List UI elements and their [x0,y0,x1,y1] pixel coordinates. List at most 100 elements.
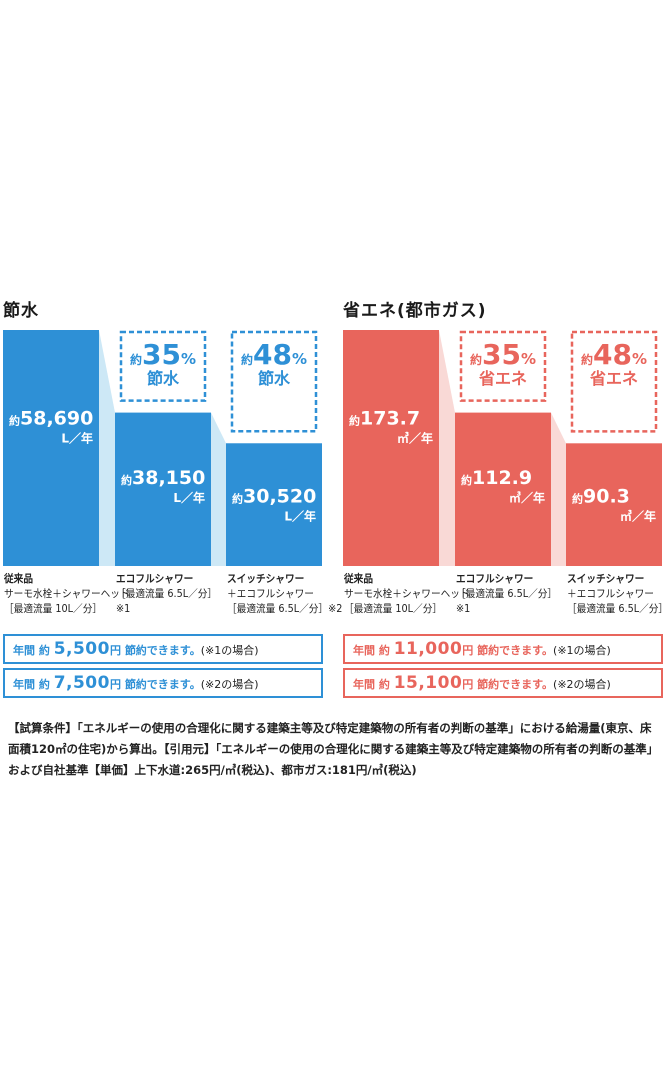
savings-unit: 円 [109,678,125,691]
reduction-callout-box [230,330,318,433]
annual-savings-box: 年間 約 5,500円 節約できます。(※1の場合) [3,634,323,664]
reduction-band [439,330,455,566]
savings-prefix: 約 [378,644,394,657]
value-number: 112.9 [472,467,532,489]
savings-amount: 15,100 [393,673,463,693]
bar-unit-label: ㎥／年 [620,508,656,523]
panel-title: 節水 [3,301,39,321]
savings-unit: 円 [462,678,478,691]
reduction-band [211,412,226,566]
value-number: 90.3 [583,485,630,507]
savings-note: (※1の場合) [553,644,611,657]
bar-value-label: 約173.7 [349,407,420,429]
reduction-callout-box [459,330,547,402]
savings-period: 年間 [13,678,39,691]
reduction-percent: 約48% [241,338,307,371]
savings-amount: 7,500 [53,673,110,693]
value-prefix: 約 [461,473,472,487]
savings-text: 節約できます。 [477,678,554,691]
savings-prefix: 約 [38,678,54,691]
savings-text: 節約できます。 [477,644,554,657]
energy-saving-panel: 省エネ(都市ガス) 約173.7 ㎥／年 約112.9 ㎥／年 約35% 省エネ 約90.3… [343,296,665,716]
bar-unit-label: ㎥／年 [397,430,433,445]
calculation-footnote: 【試算条件】「エネルギーの使用の合理化に関する建築主等及び特定建築物の所有者の判… [8,721,653,777]
category-detail: サーモ水栓＋シャワーヘッド [4,588,130,600]
value-prefix: 約 [9,413,20,427]
category-detail: ※1 [456,603,471,615]
category-detail: ［最適流量 10L／分］ [344,603,443,615]
category-label: エコフルシャワー ［最適流量 6.5L／分］ ※1 [456,572,557,617]
reduction-value: 35 [482,338,521,371]
reduction-band [99,330,115,566]
category-label: エコフルシャワー ［最適流量 6.5L／分］ ※1 [116,572,217,617]
savings-note: (※2の場合) [200,678,259,691]
reduction-value: 35 [142,338,181,371]
bar-value-label: 約90.3 [572,485,630,507]
value-prefix: 約 [121,473,132,487]
reduction-prefix: 約 [581,352,593,367]
bar-value-label: 約30,520 [232,485,316,507]
category-detail: ［最適流量 6.5L／分］※2 [227,603,343,615]
reduction-callout-box [119,330,207,402]
savings-amount: 5,500 [53,639,110,659]
savings-unit: 円 [109,644,125,657]
reduction-band [551,412,566,566]
bar [226,443,322,566]
bar [3,330,99,566]
bar-value-label: 約112.9 [461,467,532,489]
reduction-percent: 約35% [130,338,196,371]
bar [115,412,211,566]
savings-amount: 11,000 [393,639,463,659]
reduction-pct: % [521,350,536,368]
category-detail: ［最適流量 6.5L／分］ [116,588,218,600]
category-detail: サーモ水栓＋シャワーヘッド [344,588,470,600]
category-detail: ※1 [116,603,131,615]
reduction-word: 節水 [146,369,180,388]
category-label: スイッチシャワー ＋エコフルシャワー ［最適流量 6.5L／分］※2 [227,572,342,617]
category-name: スイッチシャワー [567,573,645,585]
reduction-prefix: 約 [130,352,142,367]
reduction-percent: 約48% [581,338,647,371]
bar-unit-label: ㎥／年 [509,490,545,505]
reduction-callout-box [570,330,658,433]
reduction-word: 節水 [257,369,291,388]
category-label: スイッチシャワー ＋エコフルシャワー ［最適流量 6.5L／分］※2 [567,572,665,617]
category-detail: ＋エコフルシャワー [567,588,654,600]
water-bar-chart: 約58,690L／年約38,150L／年約35%節水約30,520L／年約48%… [3,330,322,566]
savings-unit: 円 [462,644,478,657]
bar [455,412,551,566]
savings-period: 年間 [13,644,39,657]
bar [343,330,439,566]
reduction-word: 省エネ [589,369,638,388]
panel-title: 省エネ(都市ガス) [343,301,487,321]
category-detail: ［最適流量 10L／分］ [4,603,103,615]
value-number: 38,150 [132,467,205,489]
category-detail: ［最適流量 6.5L／分］※2 [567,603,665,615]
category-detail: ［最適流量 6.5L／分］ [456,588,558,600]
category-label: 従来品サーモ水栓＋シャワーヘッド ［最適流量 10L／分］ [344,572,470,617]
category-label: 従来品 サーモ水栓＋シャワーヘッド ［最適流量 10L／分］ [4,572,130,617]
reduction-pct: % [632,350,647,368]
annual-savings-box: 年間 約 15,100円 節約できます。(※2の場合) [343,668,663,698]
category-name: スイッチシャワー [227,573,305,585]
reduction-value: 48 [253,338,292,371]
value-prefix: 約 [232,491,243,505]
savings-period: 年間 [353,678,379,691]
reduction-word: 省エネ [478,369,527,388]
savings-prefix: 約 [378,678,394,691]
reduction-prefix: 約 [470,352,482,367]
bar-unit-label: L／年 [173,490,205,505]
bar-value-label: 約38,150 [121,467,205,489]
category-name: 従来品 [344,573,373,585]
savings-note: (※1の場合) [200,644,259,657]
savings-text: 節約できます。 [124,644,201,657]
annual-savings-box: 年間 約 7,500円 節約できます。(※2の場合) [3,668,323,698]
value-prefix: 約 [572,491,583,505]
savings-period: 年間 [353,644,379,657]
category-name: エコフルシャワー [456,573,534,585]
